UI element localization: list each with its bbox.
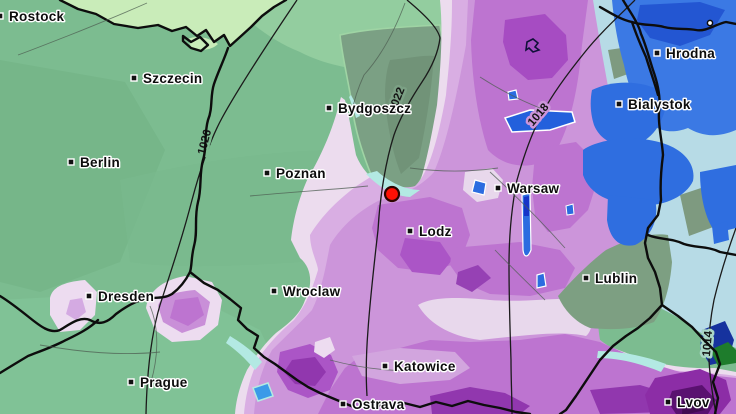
city-lvov: Lvov: [664, 394, 711, 411]
city-bialystok: Bialystok: [615, 96, 692, 113]
city-berlin: Berlin: [67, 154, 121, 171]
city-hrodna: Hrodna: [653, 45, 716, 62]
city-lublin: Lublin: [582, 270, 638, 287]
svg-text:Berlin: Berlin: [80, 155, 120, 170]
svg-text:Wroclaw: Wroclaw: [283, 284, 341, 299]
svg-text:Bialystok: Bialystok: [628, 97, 691, 112]
selected-location-marker[interactable]: [383, 185, 401, 203]
city-prague: Prague: [127, 374, 189, 391]
svg-text:Ostrava: Ostrava: [352, 397, 405, 412]
svg-text:Rostock: Rostock: [9, 9, 65, 24]
precip-layer: [50, 0, 736, 414]
svg-text:Dresden: Dresden: [98, 289, 154, 304]
city-katowice: Katowice: [381, 358, 457, 375]
svg-text:Warsaw: Warsaw: [507, 181, 560, 196]
city-rostock: Rostock: [0, 8, 66, 25]
city-szczecin: Szczecin: [130, 70, 204, 87]
svg-text:Bydgoszcz: Bydgoszcz: [338, 101, 411, 116]
city-labels: Rostock Szczecin Berlin Bydgoszcz Poznan…: [0, 8, 716, 413]
svg-text:Katowice: Katowice: [394, 359, 456, 374]
svg-text:Poznan: Poznan: [276, 166, 326, 181]
city-poznan: Poznan: [263, 165, 327, 182]
svg-text:Lodz: Lodz: [419, 224, 452, 239]
dry-sage-patch: [558, 234, 672, 330]
city-dresden: Dresden: [85, 288, 155, 305]
cyan-edges: [226, 95, 666, 372]
svg-text:Szczecin: Szczecin: [143, 71, 202, 86]
city-warsaw: Warsaw: [494, 180, 561, 197]
snow-layer-blue: [252, 0, 736, 402]
svg-text:Hrodna: Hrodna: [666, 46, 715, 61]
city-ostrava: Ostrava: [339, 396, 406, 413]
city-bydgoszcz: Bydgoszcz: [325, 100, 412, 117]
svg-text:Prague: Prague: [140, 375, 188, 390]
city-wroclaw: Wroclaw: [270, 283, 342, 300]
svg-text:Lvov: Lvov: [677, 395, 710, 410]
water-features: [471, 89, 576, 289]
city-lodz: Lodz: [406, 223, 453, 240]
svg-text:Lublin: Lublin: [595, 271, 637, 286]
